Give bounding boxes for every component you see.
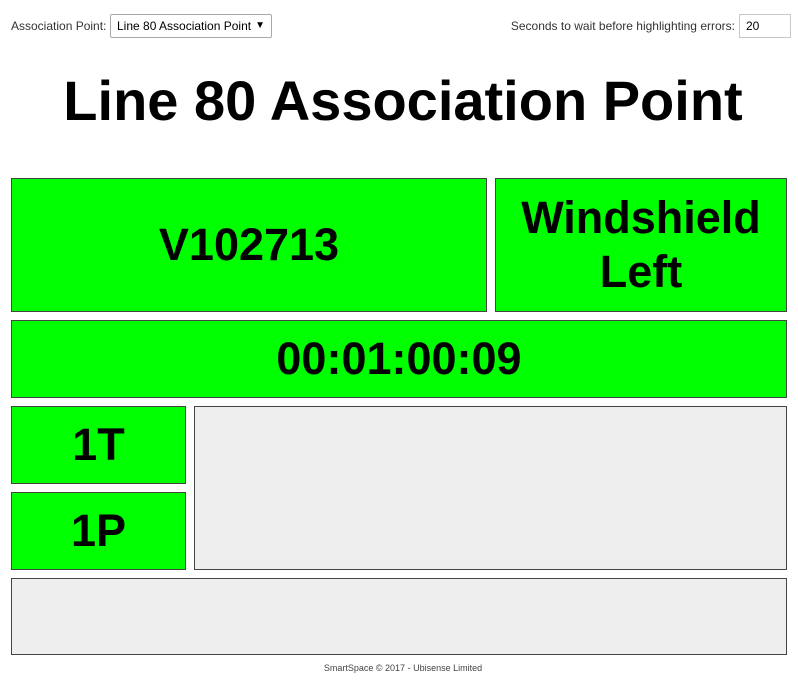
association-point-select[interactable]: Line 80 Association Point ▼ — [110, 14, 272, 38]
wait-seconds-input[interactable] — [739, 14, 791, 38]
chevron-down-icon: ▼ — [255, 20, 265, 31]
part-name-line-1: Windshield — [521, 192, 761, 243]
association-point-selected-value: Line 80 Association Point — [117, 19, 252, 33]
association-point-label: Association Point: — [11, 19, 107, 33]
tag-p-value: 1P — [70, 505, 127, 556]
wait-seconds-label: Seconds to wait before highlighting erro… — [510, 19, 735, 33]
bottom-status-panel — [11, 578, 787, 655]
timer-value: 00:01:00:09 — [276, 333, 522, 384]
footer-copyright: SmartSpace © 2017 - Ubisense Limited — [323, 663, 483, 673]
top-bar: Association Point: Line 80 Association P… — [0, 0, 798, 52]
vin-value: V102713 — [158, 219, 340, 270]
message-panel — [194, 406, 787, 570]
page-title: Line 80 Association Point — [63, 69, 743, 132]
tag-p-panel: 1P — [11, 492, 186, 570]
tag-t-value: 1T — [72, 419, 125, 470]
tag-t-panel: 1T — [11, 406, 186, 484]
vin-panel: V102713 — [11, 178, 487, 312]
part-panel: Windshield Left — [495, 178, 787, 312]
part-name-line-2: Left — [599, 246, 683, 297]
timer-panel: 00:01:00:09 — [11, 320, 787, 398]
